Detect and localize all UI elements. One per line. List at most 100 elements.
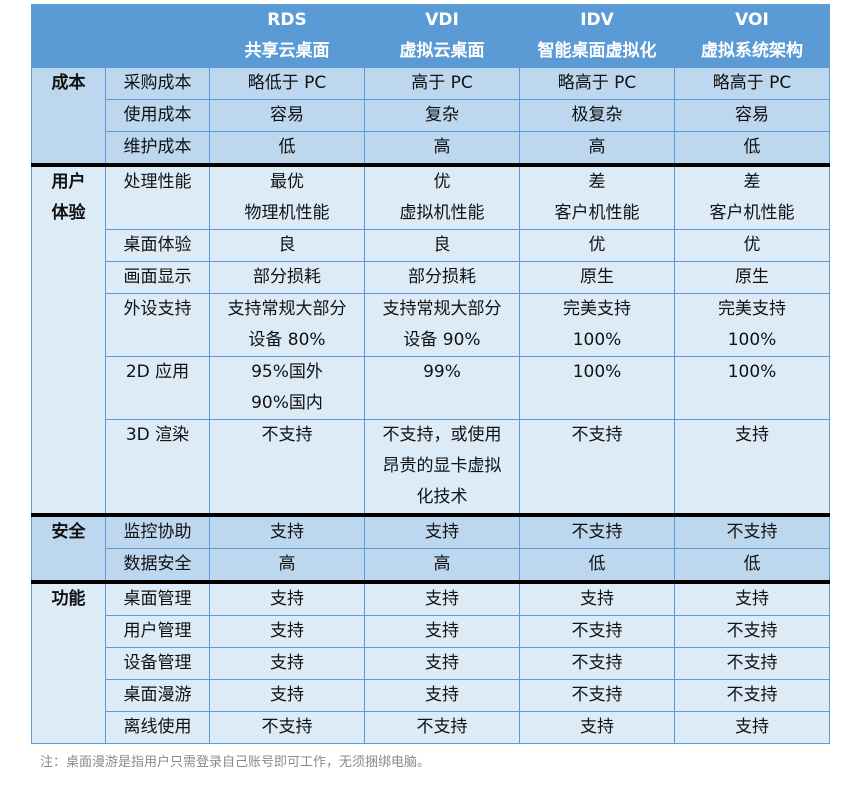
- value-cell: 支持: [519, 580, 675, 616]
- value-cell: 原生: [674, 261, 830, 294]
- row-label: 用户管理: [105, 615, 210, 648]
- header-idv: IDV 智能桌面虚拟化: [519, 4, 675, 68]
- table-row: 用户管理 支持 支持 不支持 不支持: [32, 615, 830, 648]
- value-cell: 100%: [519, 356, 675, 420]
- value-cell: 不支持: [674, 679, 830, 712]
- row-label: 数据安全: [105, 548, 210, 583]
- value-cell: 略高于 PC: [674, 67, 830, 100]
- value-cell: 完美支持 100%: [519, 293, 675, 357]
- value-cell: 高: [364, 131, 520, 166]
- table-row: 使用成本 容易 复杂 极复杂 容易: [32, 99, 830, 132]
- value-cell: 差 客户机性能: [519, 163, 675, 230]
- row-label: 桌面漫游: [105, 679, 210, 712]
- category-user-experience: 用户 体验: [31, 163, 106, 516]
- value-cell: 不支持: [519, 647, 675, 680]
- value-cell: 略高于 PC: [519, 67, 675, 100]
- value-cell: 支持: [209, 679, 365, 712]
- value-cell: 支持: [209, 513, 365, 549]
- row-label: 离线使用: [105, 711, 210, 744]
- table-row: 数据安全高高低低: [32, 548, 830, 583]
- value-cell: 不支持: [209, 419, 365, 516]
- value-cell: 高于 PC: [364, 67, 520, 100]
- value-cell: 支持: [364, 580, 520, 616]
- value-cell: 低: [674, 548, 830, 583]
- value-cell: 良: [364, 229, 520, 262]
- value-cell: 99%: [364, 356, 520, 420]
- value-cell: 低: [209, 131, 365, 166]
- value-cell: 支持: [674, 419, 830, 516]
- row-label: 维护成本: [105, 131, 210, 166]
- row-label: 桌面管理: [105, 580, 210, 616]
- value-cell: 低: [674, 131, 830, 166]
- value-cell: 极复杂: [519, 99, 675, 132]
- value-cell: 不支持: [209, 711, 365, 744]
- value-cell: 支持: [364, 679, 520, 712]
- value-cell: 不支持: [519, 419, 675, 516]
- value-cell: 复杂: [364, 99, 520, 132]
- table-row: 成本 采购成本 略低于 PC 高于 PC 略高于 PC 略高于 PC: [31, 67, 830, 166]
- row-label: 监控协助: [105, 513, 210, 549]
- footnote: 注：桌面漫游是指用户只需登录自己账号即可工作，无须捆绑电脑。: [40, 755, 431, 770]
- value-cell: 差 客户机性能: [674, 163, 830, 230]
- value-cell: 支持常规大部分 设备 90%: [364, 293, 520, 357]
- value-cell: 高: [209, 548, 365, 583]
- value-cell: 100%: [674, 356, 830, 420]
- value-cell: 支持: [209, 647, 365, 680]
- row-label: 外设支持: [105, 293, 210, 357]
- category-features: 功能: [31, 580, 106, 744]
- value-cell: 支持: [674, 711, 830, 744]
- row-label: 使用成本: [105, 99, 210, 132]
- value-cell: 容易: [674, 99, 830, 132]
- table-row: 安全 监控协助 支持 支持 不支持 不支持: [31, 513, 830, 583]
- category-cost: 成本: [31, 67, 106, 166]
- table-row: 2D 应用 95%国外 90%国内 99% 100% 100%: [32, 356, 830, 420]
- value-cell: 支持: [209, 615, 365, 648]
- value-cell: 不支持: [519, 513, 675, 549]
- row-label: 设备管理: [105, 647, 210, 680]
- row-label: 采购成本: [105, 67, 210, 100]
- row-label: 2D 应用: [105, 356, 210, 420]
- value-cell: 良: [209, 229, 365, 262]
- value-cell: 高: [519, 131, 675, 166]
- value-cell: 容易: [209, 99, 365, 132]
- value-cell: 部分损耗: [364, 261, 520, 294]
- value-cell: 不支持: [674, 513, 830, 549]
- category-security: 安全: [31, 513, 106, 583]
- table-row: 画面显示 部分损耗 部分损耗 原生 原生: [32, 261, 830, 294]
- value-cell: 支持: [364, 647, 520, 680]
- value-cell: 不支持: [519, 615, 675, 648]
- value-cell: 原生: [519, 261, 675, 294]
- table-row: 设备管理 支持 支持 不支持 不支持: [32, 647, 830, 680]
- value-cell: 完美支持 100%: [674, 293, 830, 357]
- value-cell: 优 虚拟机性能: [364, 163, 520, 230]
- table-row: 桌面体验良良优优: [32, 229, 830, 262]
- value-cell: 高: [364, 548, 520, 583]
- value-cell: 不支持，或使用 昂贵的显卡虚拟 化技术: [364, 419, 520, 516]
- table-row: 离线使用 不支持 不支持 支持 支持: [32, 711, 830, 744]
- value-cell: 不支持: [519, 679, 675, 712]
- header-vdi: VDI 虚拟云桌面: [364, 4, 520, 68]
- value-cell: 支持: [519, 711, 675, 744]
- row-label: 画面显示: [105, 261, 210, 294]
- header-row: RDS 共享云桌面 VDI 虚拟云桌面 IDV 智能桌面虚拟化 VOI 虚拟系统架构: [31, 4, 830, 68]
- table-row: 外设支持 支持常规大部分 设备 80% 支持常规大部分 设备 90% 完美支持 100…: [32, 293, 830, 357]
- value-cell: 低: [519, 548, 675, 583]
- value-cell: 支持: [364, 615, 520, 648]
- value-cell: 支持: [209, 580, 365, 616]
- value-cell: 最优 物理机性能: [209, 163, 365, 230]
- header-corner: [31, 4, 210, 68]
- table-row: 桌面漫游 支持 支持 不支持 不支持: [32, 679, 830, 712]
- table-row: 功能 桌面管理 支持 支持 支持 支持: [31, 580, 830, 744]
- row-label: 处理性能: [105, 163, 210, 230]
- header-voi: VOI 虚拟系统架构: [674, 4, 830, 68]
- value-cell: 略低于 PC: [209, 67, 365, 100]
- table-row: 维护成本低高高低: [32, 131, 830, 166]
- value-cell: 不支持: [674, 647, 830, 680]
- value-cell: 支持: [674, 580, 830, 616]
- value-cell: 支持常规大部分 设备 80%: [209, 293, 365, 357]
- value-cell: 支持: [364, 513, 520, 549]
- value-cell: 优: [674, 229, 830, 262]
- table-row: 用户 体验 处理性能 最优 物理机性能优 虚拟机性能差 客户机性能差 客户机性能: [31, 163, 830, 516]
- row-label: 3D 渲染: [105, 419, 210, 516]
- table-row: 3D 渲染 不支持 不支持，或使用 昂贵的显卡虚拟 化技术 不支持 支持: [32, 419, 830, 516]
